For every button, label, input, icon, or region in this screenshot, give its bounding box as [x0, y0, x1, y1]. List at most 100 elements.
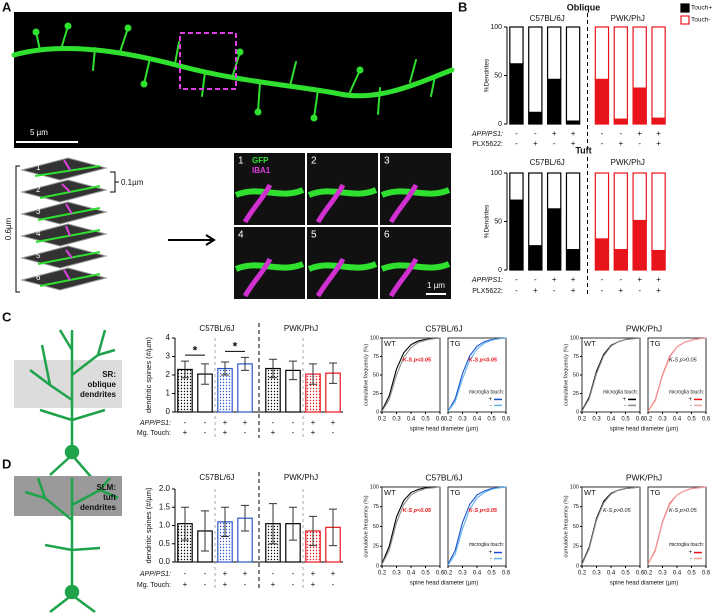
region-label: tuft — [103, 493, 116, 502]
legend-label: + — [688, 397, 692, 403]
stat-annotation: K-S p>0.05 — [669, 358, 698, 364]
x-tick-label: 0.4 — [673, 571, 682, 577]
error-bar — [221, 506, 229, 537]
row-label: APP/PS1: — [139, 420, 171, 427]
bar-segment — [528, 26, 543, 113]
legend-label: - — [690, 403, 692, 409]
x-tick-label: 0.4 — [407, 571, 416, 577]
row-value: + — [311, 580, 316, 589]
row-value: + — [311, 428, 316, 437]
cumulative-line — [581, 486, 641, 565]
bar-segment — [594, 172, 610, 240]
row-value: - — [619, 129, 622, 138]
y-tick-label: 100 — [570, 484, 579, 490]
row-value: - — [292, 580, 295, 589]
y-tick-label: 100 — [370, 335, 379, 341]
y-tick-label: 4 — [166, 333, 171, 342]
corner-label: WT — [584, 339, 596, 348]
corner-label: TG — [450, 488, 461, 497]
bar-segment — [632, 172, 647, 222]
row-value: - — [515, 275, 518, 284]
row-value: - — [553, 286, 556, 295]
y-tick-label: 1.5 — [159, 502, 171, 511]
row-value: + — [552, 129, 557, 138]
y-tick-label: 0 — [166, 407, 171, 416]
error-bar — [269, 358, 277, 379]
legend-label: - — [490, 556, 492, 562]
error-bar — [329, 362, 337, 384]
x-tick-label: 0.4 — [607, 417, 616, 423]
group-label: PWK/PhJ — [611, 158, 645, 167]
x-tick-label: 0.5 — [487, 571, 496, 577]
y-tick-label: 0 — [498, 267, 502, 274]
arrow — [168, 234, 216, 246]
x-tick-label: 0.6 — [702, 571, 711, 577]
legend-title: microglia touch: — [669, 389, 704, 395]
legend-label: - — [624, 403, 626, 409]
bar-segment — [632, 26, 647, 89]
row-value: + — [331, 418, 336, 427]
y-tick-label: 75 — [573, 504, 579, 510]
tiles — [234, 153, 451, 299]
stat-annotation: K-S p<0.05 — [469, 508, 498, 514]
stat-annotation: K-S p<0.05 — [403, 508, 432, 514]
group-label: PWK/PhJ — [284, 324, 318, 333]
row-value: + — [223, 580, 228, 589]
stat-annotation: K-S p>0.05 — [669, 508, 698, 514]
x-tick-label: 0.5 — [421, 571, 430, 577]
plot-frame — [581, 337, 641, 413]
x-tick-label: 0.6 — [636, 571, 645, 577]
tile-label: 6 — [384, 230, 390, 241]
stat-annotation: K-S p>0.05 — [603, 508, 632, 514]
significance-label: * — [193, 343, 198, 357]
cumulative-line — [581, 486, 641, 564]
row-value: + — [552, 275, 557, 284]
legend-label: + — [488, 397, 492, 403]
bar-segment — [632, 219, 647, 271]
chart-heading: C57BL/6J — [425, 472, 462, 482]
bar-segment — [594, 26, 610, 80]
row-value: - — [515, 139, 518, 148]
bar-segment — [565, 249, 581, 271]
chart-heading: PWK/PhJ — [626, 472, 662, 482]
row-label: APP/PS1: — [471, 277, 503, 284]
legend-label: - — [490, 403, 492, 409]
row-value: + — [571, 286, 576, 295]
bar-segment — [613, 26, 629, 120]
cumulative-line — [447, 337, 507, 412]
legend-title: microglia touch: — [469, 542, 504, 548]
y-axis-label: %Dendrites — [484, 204, 491, 238]
region-label: dendrites — [80, 390, 117, 399]
x-tick-label: 0.3 — [458, 417, 467, 423]
row-value: - — [534, 129, 537, 138]
x-tick-label: 0.3 — [658, 417, 667, 423]
slice-label: 1 — [36, 163, 41, 172]
x-tick-label: 0.5 — [621, 571, 630, 577]
y-tick-label: 25 — [573, 391, 579, 397]
cumulative-line — [647, 486, 707, 565]
y-axis-label: cumulative frequency (%) — [363, 344, 369, 406]
error-bar — [181, 360, 189, 379]
x-tick-label: 0.5 — [421, 417, 430, 423]
row-value: + — [223, 569, 228, 578]
cumulative-line — [581, 337, 641, 412]
bar — [237, 363, 253, 413]
y-tick-label: 50 — [573, 524, 579, 530]
row-value: - — [244, 580, 247, 589]
row-value: + — [656, 275, 661, 284]
row-value: + — [311, 418, 316, 427]
bar-segment — [565, 172, 581, 251]
row-value: + — [311, 569, 316, 578]
stat-annotation: K-S p<0.05 — [469, 358, 498, 364]
row-value: + — [571, 129, 576, 138]
x-tick-label: 0.5 — [621, 417, 630, 423]
neuron — [24, 477, 119, 613]
row-value: - — [515, 129, 518, 138]
neuron — [29, 329, 116, 479]
depth-label: 0.6µm — [4, 217, 13, 240]
y-axis-label: dendritic spines (#/µm) — [144, 487, 153, 564]
row-value: + — [271, 580, 276, 589]
slice-label: 5 — [36, 251, 41, 260]
panel-label: B — [458, 0, 467, 14]
